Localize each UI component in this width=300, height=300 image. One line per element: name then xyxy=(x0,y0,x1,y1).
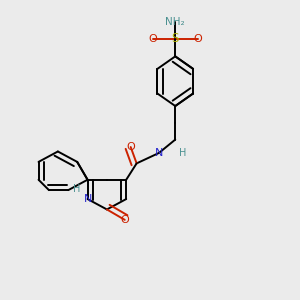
Text: H: H xyxy=(179,148,186,158)
Text: O: O xyxy=(193,34,202,44)
Text: N: N xyxy=(83,194,92,204)
Text: O: O xyxy=(126,142,135,152)
Text: N: N xyxy=(155,148,163,158)
Text: S: S xyxy=(172,32,179,45)
Text: O: O xyxy=(120,215,129,225)
Text: H: H xyxy=(74,184,81,194)
Text: NH₂: NH₂ xyxy=(166,17,185,27)
Text: O: O xyxy=(148,34,157,44)
